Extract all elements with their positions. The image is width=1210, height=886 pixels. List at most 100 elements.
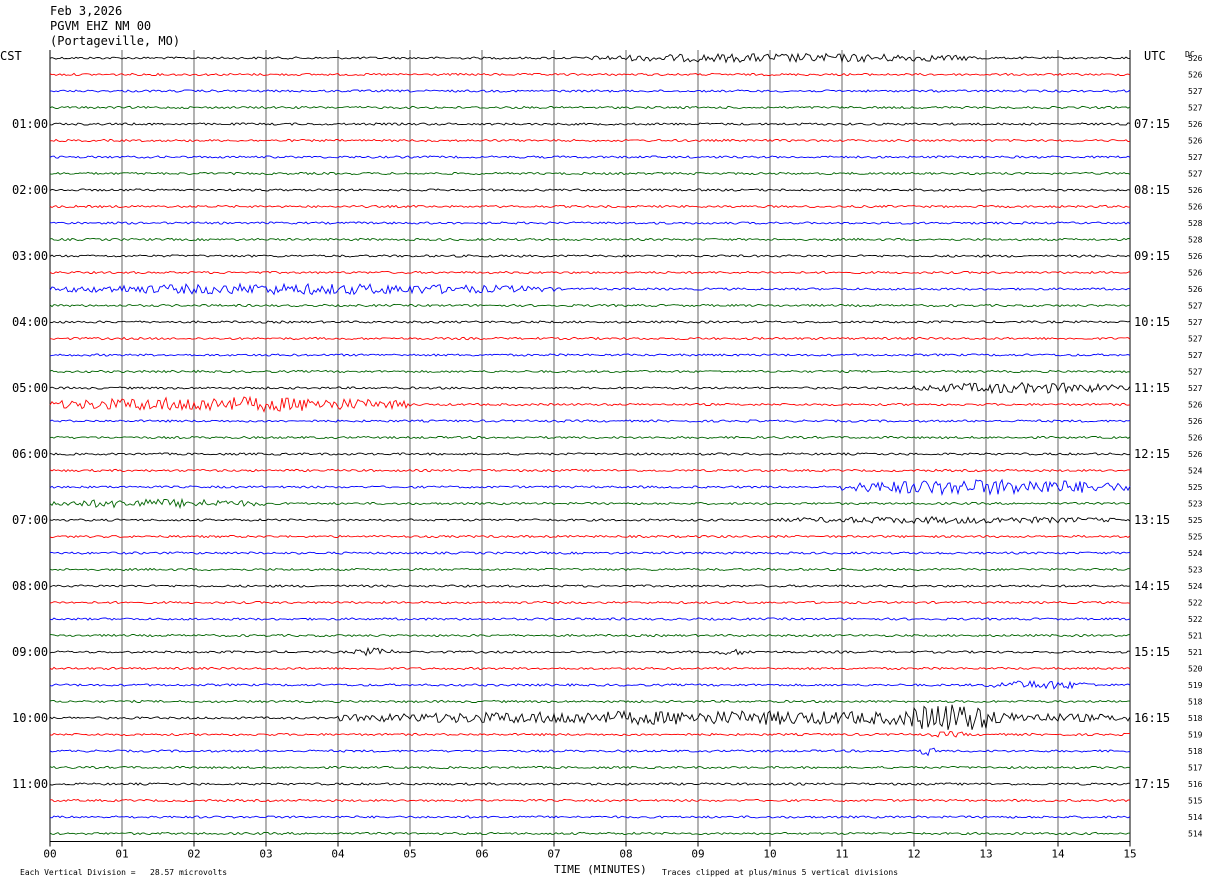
dc-offset-label: 526	[1188, 186, 1203, 195]
x-tick-label: 00	[43, 848, 56, 861]
dc-offset-label: 527	[1188, 351, 1203, 360]
minute-gridlines	[49, 50, 1131, 842]
left-hour-label: 05:00	[12, 381, 48, 395]
right-hour-label: 11:15	[1134, 381, 1170, 395]
dc-offset-label: 526	[1188, 54, 1203, 63]
trace-line-30	[49, 551, 1131, 555]
trace-line-38	[49, 680, 1131, 690]
trace-line-47	[49, 831, 1131, 836]
dc-offset-label: 526	[1188, 71, 1203, 80]
dc-offset-label: 526	[1188, 120, 1203, 129]
left-hour-label: 07:00	[12, 513, 48, 527]
trace-line-35	[49, 633, 1131, 638]
dc-offset-label: 515	[1188, 797, 1203, 806]
seismic-traces	[49, 52, 1131, 836]
trace-line-1	[49, 72, 1131, 77]
trace-line-40	[49, 704, 1131, 730]
dc-offset-label: 527	[1188, 318, 1203, 327]
trace-line-33	[49, 600, 1131, 605]
right-hour-label: 10:15	[1134, 315, 1170, 329]
x-tick-label: 05	[403, 848, 416, 861]
x-tick-label: 03	[259, 848, 272, 861]
dc-offset-label: 514	[1188, 813, 1203, 822]
right-hour-label: 14:15	[1134, 579, 1170, 593]
vertical-division-note: Each Vertical Division = 28.57 microvolt…	[20, 868, 227, 877]
right-timezone: UTC	[1144, 49, 1166, 63]
x-tick-label: 13	[979, 848, 992, 861]
trace-line-13	[49, 270, 1131, 275]
trace-line-10	[49, 221, 1131, 225]
dc-offset-label: 526	[1188, 137, 1203, 146]
dc-offset-label: 525	[1188, 533, 1203, 542]
dc-offset-label: 528	[1188, 236, 1203, 245]
trace-line-7	[49, 171, 1131, 176]
dc-offset-label: 521	[1188, 648, 1203, 657]
right-hour-labels: 07:15 08:15 09:15 10:15 11:15 12:15 13:15 14:15…	[1134, 117, 1170, 791]
trace-line-43	[49, 765, 1131, 770]
left-hour-label: 06:00	[12, 447, 48, 461]
trace-line-11	[49, 237, 1131, 242]
left-hour-labels: 01:00 02:00 03:00 04:00 05:00 06:00 07:00 08:00…	[12, 117, 48, 791]
dc-offset-labels: 526 526 527 527 526 526 527 527 526 526 528 528 526 5…	[1188, 54, 1203, 839]
trace-line-19	[49, 369, 1131, 374]
trace-line-31	[49, 567, 1131, 572]
trace-line-41	[49, 731, 1131, 738]
trace-line-24	[49, 452, 1131, 456]
dc-offset-label: 523	[1188, 500, 1203, 509]
header-location: (Portageville, MO)	[50, 34, 180, 48]
dc-offset-label: 527	[1188, 87, 1203, 96]
x-tick-label: 06	[475, 848, 488, 861]
dc-offset-label: 526	[1188, 417, 1203, 426]
dc-offset-label: 526	[1188, 203, 1203, 212]
trace-line-3	[49, 105, 1131, 110]
dc-offset-label: 522	[1188, 615, 1203, 624]
x-axis-ticks: 00 01 02 03 04 05 06 07 08 09 10 11 12 13 14 15	[43, 841, 1137, 861]
trace-line-17	[49, 336, 1131, 341]
trace-line-37	[49, 666, 1131, 671]
left-hour-label: 04:00	[12, 315, 48, 329]
right-hour-label: 15:15	[1134, 645, 1170, 659]
left-hour-label: 11:00	[12, 777, 48, 791]
right-hour-label: 08:15	[1134, 183, 1170, 197]
dc-offset-label: 519	[1188, 681, 1203, 690]
x-tick-label: 01	[115, 848, 128, 861]
left-hour-label: 10:00	[12, 711, 48, 725]
trace-line-45	[49, 798, 1130, 803]
trace-line-2	[49, 89, 1131, 93]
trace-line-22	[49, 419, 1131, 423]
header-station: PGVM EHZ NM 00	[50, 19, 151, 33]
x-tick-label: 12	[907, 848, 920, 861]
trace-line-27	[49, 497, 1131, 510]
trace-line-39	[49, 699, 1131, 704]
dc-offset-label: 528	[1188, 219, 1203, 228]
dc-offset-label: 514	[1188, 830, 1203, 839]
dc-offset-label: 526	[1188, 252, 1203, 261]
dc-offset-label: 526	[1188, 401, 1203, 410]
dc-offset-label: 523	[1188, 566, 1203, 575]
dc-offset-label: 526	[1188, 285, 1203, 294]
dc-offset-label: 527	[1188, 384, 1203, 393]
right-hour-label: 07:15	[1134, 117, 1170, 131]
trace-line-21	[49, 395, 1131, 413]
trace-line-18	[49, 353, 1131, 357]
x-tick-label: 14	[1051, 848, 1065, 861]
dc-offset-label: 526	[1188, 450, 1203, 459]
clip-note: Traces clipped at plus/minus 5 vertical …	[662, 868, 898, 877]
right-hour-label: 12:15	[1134, 447, 1170, 461]
dc-offset-label: 526	[1188, 434, 1203, 443]
dc-offset-label: 527	[1188, 368, 1203, 377]
dc-column-label: DC	[1185, 50, 1195, 59]
trace-line-28	[49, 515, 1131, 525]
dc-offset-label: 518	[1188, 698, 1203, 707]
x-tick-label: 04	[331, 848, 345, 861]
trace-line-4	[49, 122, 1131, 126]
trace-line-6	[49, 155, 1131, 159]
dc-offset-label: 518	[1188, 714, 1203, 723]
trace-line-26	[49, 478, 1131, 496]
trace-line-32	[49, 584, 1131, 588]
right-hour-label: 17:15	[1134, 777, 1170, 791]
dc-offset-label: 519	[1188, 731, 1203, 740]
dc-offset-label: 524	[1188, 467, 1203, 476]
x-tick-label: 09	[691, 848, 704, 861]
